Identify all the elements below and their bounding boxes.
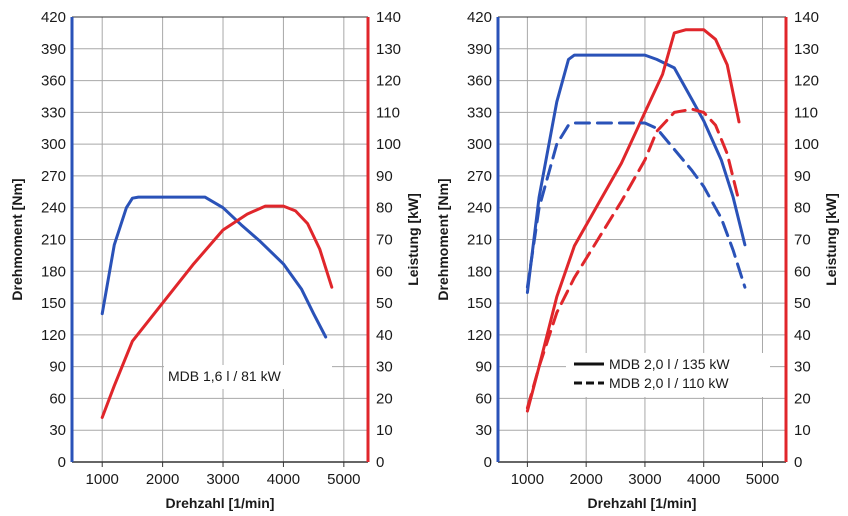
y-tick-label-right: 120 [794,73,819,90]
x-tick-label: 1000 [511,471,544,488]
legend-entry-label: MDB 1,6 l / 81 kW [168,368,282,384]
y-tick-label-right: 90 [794,168,811,185]
series-line-power [525,28,741,413]
y-tick-label-right: 60 [794,263,811,280]
y-tick-label-right: 90 [376,168,393,185]
y-tick-label-left: 0 [58,454,66,471]
y-axis-title-left: Drehmoment [Nm] [9,178,25,300]
y-tick-label-right: 20 [376,390,393,407]
y-tick-label-right: 120 [376,73,401,90]
chart-panel-2: 0306090120150180210240270300330360390420… [435,9,839,511]
y-tick-label-left: 180 [467,263,492,280]
y-tick-label-left: 180 [41,263,66,280]
y-tick-label-left: 300 [467,136,492,153]
y-tick-label-left: 210 [467,232,492,249]
y-tick-label-left: 390 [467,41,492,58]
y-tick-label-left: 270 [467,168,492,185]
x-tick-label: 2000 [569,471,602,488]
y-tick-label-right: 140 [794,9,819,26]
legend-entry-label: MDB 2,0 l / 110 kW [609,375,729,391]
y-tick-label-right: 70 [376,232,393,249]
y-tick-label-right: 110 [376,104,400,121]
y-tick-label-left: 300 [41,136,66,153]
x-tick-label: 5000 [327,471,360,488]
series-line-power-dashed [525,107,741,410]
y-tick-label-left: 90 [475,359,492,376]
y-tick-label-left: 360 [467,73,492,90]
y-tick-label-right: 20 [794,390,811,407]
y-tick-label-right: 80 [376,200,393,217]
x-tick-label: 3000 [628,471,661,488]
y-tick-label-right: 130 [794,41,819,58]
y-tick-label-right: 130 [376,41,401,58]
y-tick-label-left: 360 [41,73,66,90]
legend-box [566,353,770,397]
y-tick-label-right: 30 [376,359,393,376]
y-tick-label-right: 50 [376,295,393,312]
y-tick-label-right: 110 [794,104,818,121]
x-axis-title: Drehzahl [1/min] [588,495,697,511]
x-axis-title: Drehzahl [1/min] [166,495,275,511]
x-tick-label: 2000 [146,471,179,488]
y-tick-label-right: 0 [376,454,384,471]
legend-box [164,365,332,389]
y-tick-label-left: 30 [475,422,492,439]
y-tick-label-right: 50 [794,295,811,312]
y-tick-label-left: 240 [467,200,492,217]
y-tick-label-left: 0 [484,454,492,471]
y-tick-label-right: 40 [376,327,393,344]
y-tick-label-left: 60 [49,390,66,407]
y-tick-label-left: 270 [41,168,66,185]
y-tick-label-right: 40 [794,327,811,344]
y-tick-label-left: 120 [41,327,66,344]
y-tick-label-right: 30 [794,359,811,376]
y-tick-label-right: 100 [794,136,819,153]
y-tick-label-right: 10 [376,422,393,439]
y-tick-label-right: 0 [794,454,802,471]
legend-entry-label: MDB 2,0 l / 135 kW [609,356,730,372]
y-tick-label-left: 420 [467,9,492,26]
y-tick-label-left: 150 [467,295,492,312]
x-tick-label: 5000 [746,471,779,488]
y-tick-label-right: 70 [794,232,811,249]
y-tick-label-left: 420 [41,9,66,26]
y-tick-label-right: 100 [376,136,401,153]
y-tick-label-left: 120 [467,327,492,344]
y-axis-title-right: Leistung [kW] [823,193,839,286]
y-tick-label-left: 30 [49,422,66,439]
y-tick-label-right: 10 [794,422,811,439]
y-tick-label-right: 60 [376,263,393,280]
x-tick-label: 3000 [206,471,239,488]
y-tick-label-left: 150 [41,295,66,312]
series-line-power [100,204,334,419]
y-axis-title-left: Drehmoment [Nm] [435,178,451,300]
y-tick-label-left: 240 [41,200,66,217]
y-tick-label-left: 330 [467,104,492,121]
y-tick-label-left: 330 [41,104,66,121]
x-tick-label: 4000 [687,471,720,488]
series-line-torque [100,195,328,339]
y-axis-title-right: Leistung [kW] [405,193,421,286]
x-tick-label: 4000 [267,471,300,488]
series-line-torque-dashed [525,121,747,289]
series-line-torque [525,53,747,294]
y-tick-label-right: 80 [794,200,811,217]
y-tick-label-left: 210 [41,232,66,249]
x-tick-label: 1000 [86,471,119,488]
chart-panel-1: 0306090120150180210240270300330360390420… [9,9,421,511]
y-tick-label-left: 90 [49,359,66,376]
y-tick-label-left: 60 [475,390,492,407]
y-tick-label-right: 140 [376,9,401,26]
y-tick-label-left: 390 [41,41,66,58]
